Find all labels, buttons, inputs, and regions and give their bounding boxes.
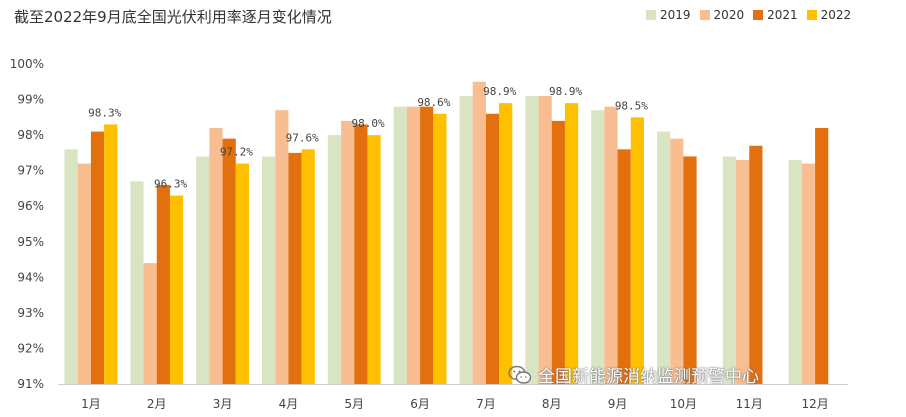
y-tick-label: 98% [17, 128, 44, 142]
y-tick-label: 96% [17, 199, 44, 213]
data-label: 98.9% [483, 85, 516, 98]
legend-label-2022: 2022 [820, 8, 852, 22]
data-labels: 98.3% 96.3% 97.2% 97.6% 98.0% 98.6% 98.9% 98.9%… [88, 85, 648, 190]
data-label: 97.6% [286, 131, 319, 144]
bar-2022-5 [367, 135, 381, 384]
x-tick-label: 4月 [279, 397, 299, 411]
bar-2021-1 [90, 131, 105, 384]
bar-2021-2 [156, 184, 170, 384]
legend-swatch-2019 [646, 10, 656, 20]
bar-2021-10 [683, 156, 697, 384]
bar-2021-6 [420, 106, 434, 385]
bar-2022-1 [104, 124, 118, 384]
x-tick-label: 7月 [476, 397, 496, 411]
bar-2020-9 [604, 106, 618, 385]
x-tick-label: 8月 [542, 397, 562, 411]
x-axis-ticks: 1月 2月 3月 4月 5月 6月 7月 8月 9月 10月 11月 12月 [81, 397, 829, 411]
watermark: 全国新能源消纳监测预警中心 [508, 362, 759, 387]
y-tick-label: 91% [17, 377, 44, 391]
x-tick-label: 2月 [147, 397, 167, 411]
data-label: 98.6% [417, 96, 450, 109]
legend-item-2022: 2022 [806, 8, 852, 22]
bar-2020-3 [209, 128, 223, 384]
x-tick-label: 6月 [410, 397, 430, 411]
bar-2020-4 [275, 110, 289, 384]
watermark-text: 全国新能源消纳监测预警中心 [538, 367, 759, 387]
legend-item-2020: 2020 [699, 8, 745, 22]
x-tick-label: 12月 [801, 397, 828, 411]
x-tick-label: 3月 [213, 397, 233, 411]
bar-2020-5 [341, 120, 355, 384]
bar-2019-11 [722, 156, 737, 384]
y-tick-label: 94% [17, 270, 44, 284]
wechat-icon [508, 365, 532, 384]
bar-2021-12 [815, 128, 829, 384]
bar-2019-5 [327, 135, 342, 384]
y-tick-label: 97% [17, 164, 44, 178]
bar-2019-10 [657, 131, 671, 384]
bar-2020-11 [736, 160, 750, 384]
x-tick-label: 5月 [344, 397, 364, 411]
bar-2021-7 [485, 113, 500, 385]
bar-2020-6 [406, 106, 421, 385]
bar-2020-12 [801, 163, 816, 384]
y-tick-label: 95% [17, 235, 44, 249]
bar-2022-9 [630, 117, 644, 384]
x-tick-label: 10月 [670, 397, 697, 411]
bar-2021-9 [617, 149, 631, 384]
bar-2019-8 [525, 96, 539, 384]
bar-2019-9 [591, 110, 605, 384]
bar-2022-4 [301, 149, 315, 384]
bar-2021-8 [551, 120, 565, 384]
x-tick-label: 9月 [608, 397, 628, 411]
chart-title: 截至2022年9月底全国光伏利用率逐月变化情况 [14, 8, 332, 26]
chart-legend: 2019 2020 2021 2022 [646, 8, 851, 22]
bar-2020-8 [538, 96, 552, 384]
y-axis-ticks: 91% 92% 93% 94% 95% 96% 97% 98% 99% 100% [10, 57, 44, 391]
legend-swatch-2020 [699, 10, 710, 20]
legend-label-2019: 2019 [660, 8, 691, 22]
bar-2021-11 [749, 145, 763, 384]
legend-swatch-2022 [806, 10, 817, 20]
data-label: 97.2% [220, 146, 253, 159]
data-label: 98.5% [615, 99, 648, 112]
data-label: 98.0% [351, 117, 384, 130]
bar-2019-12 [788, 160, 802, 384]
x-tick-label: 1月 [81, 397, 101, 411]
bar-2022-8 [564, 103, 579, 384]
bar-2020-7 [472, 81, 486, 385]
y-tick-label: 93% [17, 306, 44, 320]
x-tick-label: 11月 [736, 397, 763, 411]
legend-item-2019: 2019 [646, 8, 691, 22]
data-label: 96.3% [154, 178, 187, 191]
bar-2022-2 [169, 195, 184, 384]
bar-2019-7 [459, 96, 473, 384]
legend-item-2021: 2021 [753, 8, 798, 22]
bar-2021-4 [288, 152, 302, 384]
bar-2021-5 [354, 124, 368, 384]
y-tick-label: 92% [17, 341, 44, 355]
legend-label-2020: 2020 [713, 8, 745, 22]
bar-2019-4 [262, 156, 276, 384]
bar-2022-3 [235, 163, 249, 384]
bar-2020-1 [77, 163, 91, 384]
bar-2019-3 [196, 156, 210, 384]
bar-2021-3 [222, 138, 236, 384]
bar-series [64, 81, 829, 385]
legend-swatch-2021 [753, 10, 764, 20]
bar-2020-10 [670, 138, 684, 384]
y-tick-label: 99% [17, 93, 44, 107]
bar-2019-6 [393, 106, 407, 385]
legend-label-2021: 2021 [767, 8, 798, 22]
bar-2022-6 [433, 113, 447, 385]
bar-2020-2 [143, 263, 157, 384]
y-tick-label: 100% [10, 57, 44, 71]
data-label: 98.3% [88, 106, 121, 119]
bar-2019-1 [64, 149, 78, 384]
data-label: 98.9% [549, 85, 582, 98]
bar-2019-2 [130, 181, 144, 384]
bar-2022-7 [499, 103, 513, 384]
